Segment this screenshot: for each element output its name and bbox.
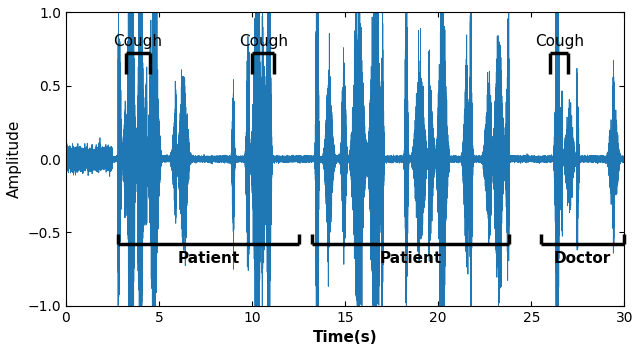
Text: Doctor: Doctor — [554, 251, 611, 266]
X-axis label: Time(s): Time(s) — [313, 330, 378, 345]
Text: Cough: Cough — [239, 34, 288, 49]
Text: Cough: Cough — [113, 34, 162, 49]
Text: Cough: Cough — [534, 34, 584, 49]
Y-axis label: Amplitude: Amplitude — [7, 120, 22, 198]
Text: Patient: Patient — [177, 251, 239, 266]
Text: Patient: Patient — [379, 251, 442, 266]
